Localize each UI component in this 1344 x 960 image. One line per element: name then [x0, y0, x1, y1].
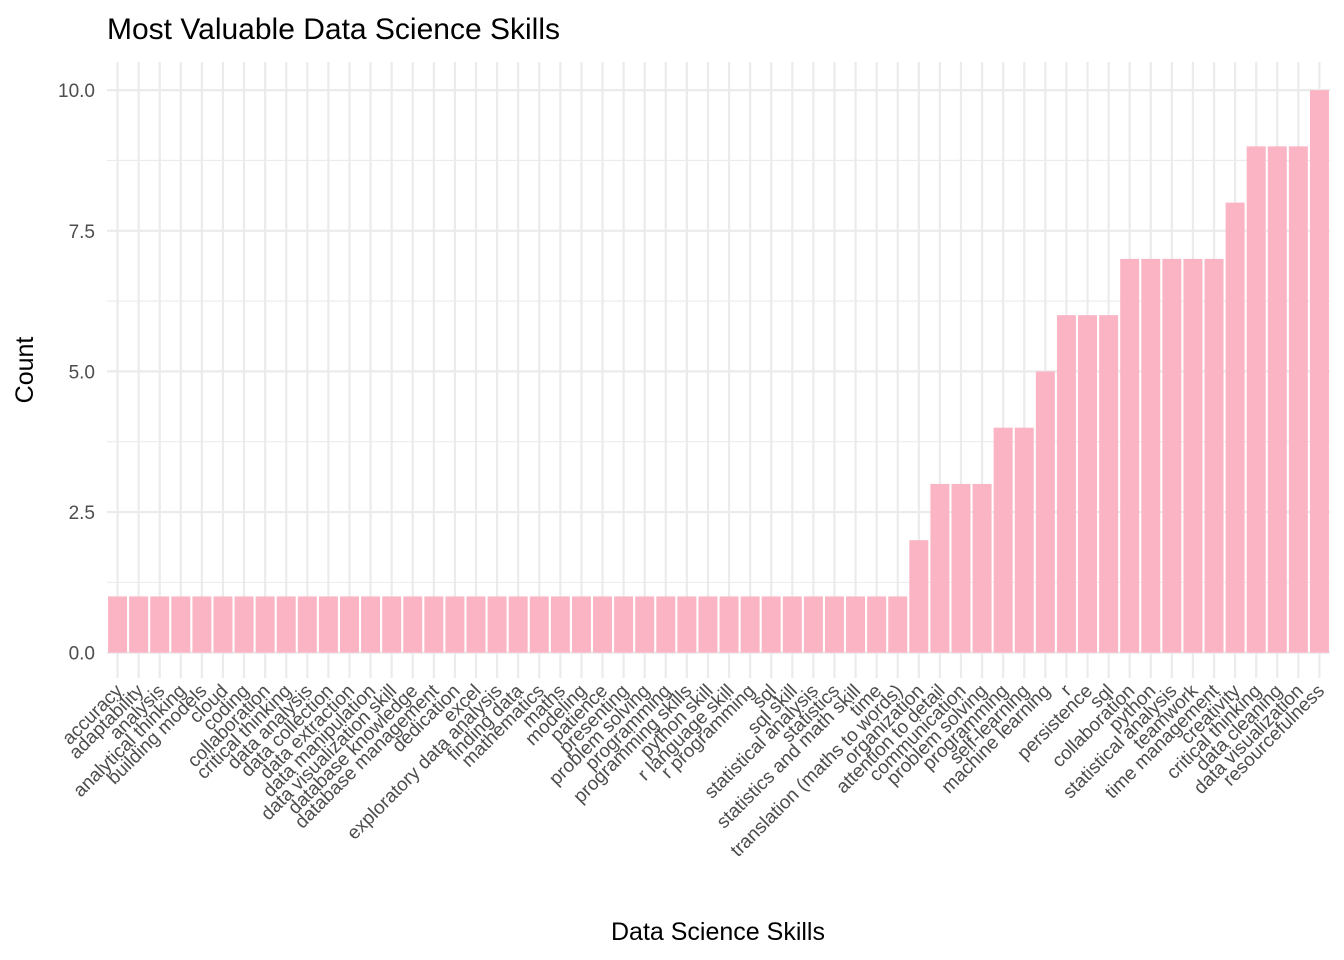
bar [1225, 202, 1245, 653]
bar [719, 596, 739, 653]
y-tick-label: 5.0 [69, 362, 95, 383]
bar [466, 596, 486, 653]
bar [213, 596, 233, 653]
bar [656, 596, 676, 653]
bar [1183, 258, 1203, 653]
bar [255, 596, 275, 653]
bar [297, 596, 317, 653]
bar [382, 596, 402, 653]
bar [234, 596, 254, 653]
grid-lines [107, 62, 1330, 678]
bar [1162, 258, 1182, 653]
bar [761, 596, 781, 653]
bar [276, 596, 296, 653]
bar [1056, 315, 1076, 653]
bar [1204, 258, 1224, 653]
y-tick-label: 7.5 [69, 222, 95, 243]
bar [951, 483, 971, 653]
bar [508, 596, 528, 653]
bar [571, 596, 591, 653]
bar [993, 427, 1013, 653]
y-axis-ticks: 0.0 2.5 5.0 7.5 10.0 [58, 81, 95, 665]
bar [740, 596, 760, 653]
bar [1035, 371, 1055, 653]
bar [487, 596, 507, 653]
bar [361, 596, 381, 653]
y-tick-label: 0.0 [69, 644, 95, 665]
bar [1246, 146, 1266, 653]
bar [1014, 427, 1034, 653]
bar [930, 483, 950, 653]
bar [424, 596, 444, 653]
bar [192, 596, 212, 653]
bar [1078, 315, 1097, 653]
bar [318, 596, 338, 653]
bar [1141, 258, 1161, 653]
bar [614, 596, 634, 653]
bar [635, 596, 655, 653]
bar [593, 596, 613, 653]
bar [867, 596, 887, 653]
bar [108, 596, 128, 653]
bar [677, 596, 697, 653]
bar [824, 596, 844, 653]
bar [1099, 315, 1119, 653]
bar [403, 596, 423, 653]
bar [1288, 146, 1308, 653]
bar [698, 596, 718, 653]
bar [909, 540, 929, 653]
bar [129, 596, 149, 653]
y-axis-title: Count [11, 337, 39, 404]
bar [1309, 90, 1329, 653]
bar [846, 596, 866, 653]
bar [171, 596, 191, 653]
bar [445, 596, 465, 653]
bar [888, 596, 908, 653]
bar [803, 596, 823, 653]
bar [150, 596, 170, 653]
bar [1267, 146, 1287, 653]
bar [972, 483, 992, 653]
bar [782, 596, 802, 653]
x-axis-title: Data Science Skills [611, 918, 825, 946]
bar [550, 596, 570, 653]
chart-title: Most Valuable Data Science Skills [107, 13, 560, 46]
bar [1120, 258, 1140, 653]
bar [340, 596, 359, 653]
y-tick-label: 2.5 [69, 503, 95, 524]
bars [108, 90, 1329, 653]
bar [529, 596, 549, 653]
y-tick-label: 10.0 [58, 81, 95, 102]
